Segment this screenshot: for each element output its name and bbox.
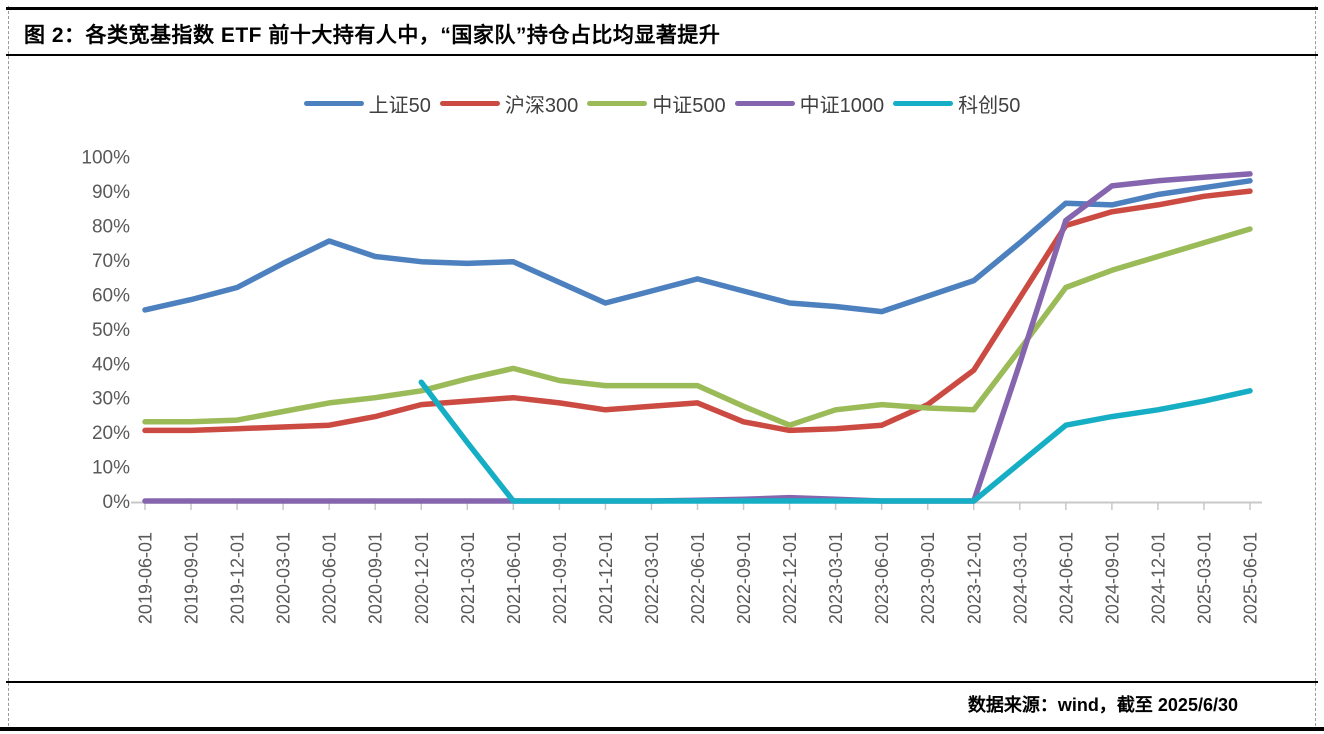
legend-item: 上证50 [303,89,431,118]
top-rule [6,7,1318,10]
footer-divider-rule [6,681,1318,683]
y-axis-tick-label: 40% [92,354,130,375]
legend-line-swatch [587,101,648,106]
series-line-科创50 [418,379,1253,504]
left-dashed-border [8,6,9,731]
legend-label: 中证1000 [799,95,885,117]
x-axis-tick-label: 2022-12-01 [780,532,800,624]
x-axis-tick-label: 2024-03-01 [1010,532,1030,624]
series-line-中证500 [142,226,1253,428]
x-axis-tick-label: 2020-09-01 [366,532,386,624]
y-axis-tick-label: 100% [81,148,130,169]
legend-label: 沪深300 [504,95,579,117]
legend-line-swatch [303,101,364,106]
y-axis-tick-label: 0% [103,492,131,513]
legend-line-swatch [893,101,954,106]
x-axis-tick-label: 2022-03-01 [642,532,662,624]
y-axis-tick-label: 30% [92,389,130,410]
y-axis-tick-label: 20% [92,423,130,444]
legend-item: 沪深300 [439,89,579,118]
y-axis-tick-label: 10% [92,458,130,479]
x-axis-tick-label: 2024-06-01 [1056,532,1076,624]
series-line-中证1000 [142,171,1253,504]
x-axis-tick-label: 2023-06-01 [872,532,892,624]
data-source-note: 数据来源：wind，截至 2025/6/30 [967,695,1238,715]
x-axis-tick-label: 2024-12-01 [1148,532,1168,624]
x-axis-tick-label: 2021-03-01 [458,532,478,624]
x-axis-tick-label: 2021-09-01 [550,532,570,624]
legend-item: 中证500 [587,89,726,118]
x-axis-tick-label: 2019-12-01 [228,532,248,624]
x-axis-tick-label: 2019-09-01 [182,532,202,624]
legend-item: 中证1000 [734,89,885,118]
x-axis-tick-label: 2024-09-01 [1102,532,1122,624]
x-axis-tick-label: 2020-06-01 [320,532,340,624]
x-axis-tick-label: 2023-12-01 [964,532,984,624]
x-axis-tick-label: 2022-06-01 [688,532,708,624]
x-axis-tick-label: 2022-09-01 [734,532,754,624]
y-axis-tick-label: 90% [92,182,130,203]
title-divider-rule [6,54,1318,56]
legend-label: 科创50 [958,95,1021,117]
x-axis-tick-label: 2023-09-01 [918,532,938,624]
figure-title: 图 2：各类宽基指数 ETF 前十大持有人中，“国家队”持仓占比均显著提升 [24,24,721,47]
y-axis-tick-label: 70% [92,251,130,272]
legend-item: 科创50 [893,89,1020,118]
legend-line-swatch [734,101,795,106]
x-axis-tick-label: 2020-12-01 [412,532,432,624]
x-axis-tick-label: 2019-06-01 [136,532,156,624]
x-axis-tick-label: 2020-03-01 [274,532,294,624]
y-axis-tick-label: 50% [92,320,130,341]
x-axis-tick-label: 2021-06-01 [504,532,524,624]
legend-label: 中证500 [652,95,726,117]
legend-line-swatch [439,101,500,106]
legend-label: 上证50 [368,95,431,117]
x-axis-tick-label: 2025-03-01 [1194,532,1214,624]
y-axis-tick-label: 80% [92,217,130,238]
bottom-rule [0,727,1324,731]
series-line-沪深300 [142,188,1253,434]
x-axis-tick-label: 2025-06-01 [1241,532,1261,624]
right-dashed-border [1315,6,1316,731]
y-axis-tick-label: 60% [92,285,130,306]
x-axis-tick-label: 2023-03-01 [826,532,846,624]
x-axis-tick-label: 2021-12-01 [596,532,616,624]
series-line-上证50 [142,178,1253,315]
chart-legend: 上证50 沪深300 中证500 中证1000 科创50 [0,89,1324,118]
